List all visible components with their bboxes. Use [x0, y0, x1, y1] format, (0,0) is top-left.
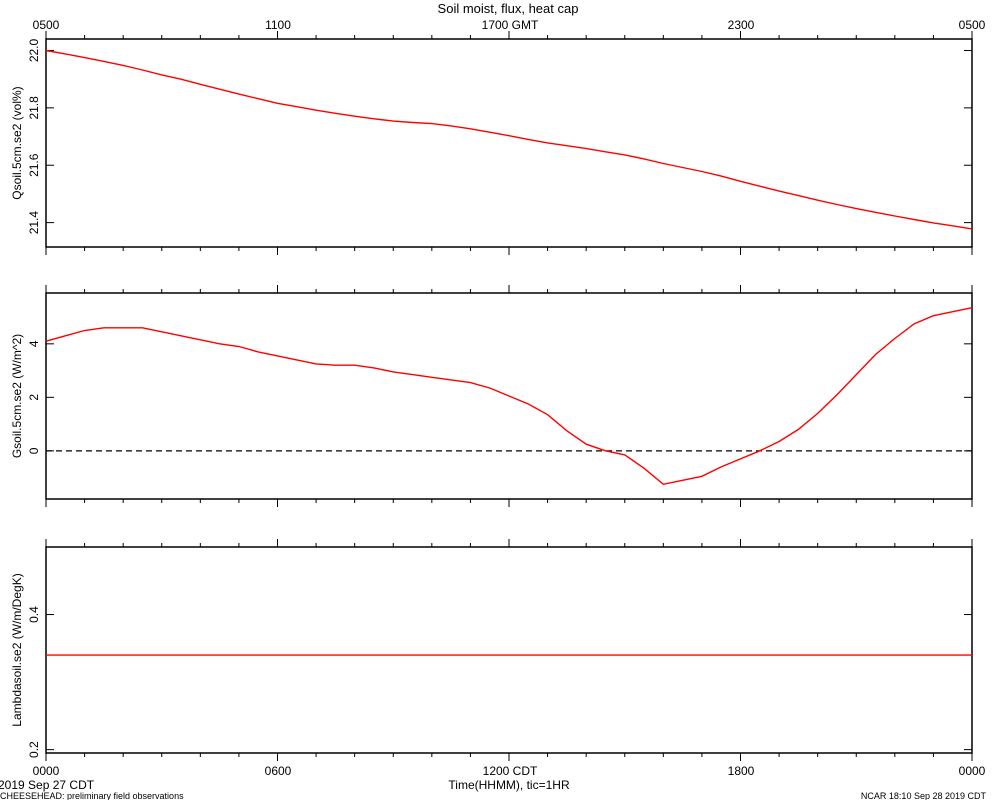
y-tick-label: 0.2 [27, 741, 41, 758]
series-line [45, 307, 973, 486]
panel-1: 21.4 21.6 21.8 22.0 Qsoil.5cm.se2 (vol%) [10, 31, 973, 255]
y-tick-label: 21.6 [27, 153, 41, 177]
y-tick-label: 21.4 [27, 211, 41, 235]
bottom-tick-label: 0000 [33, 764, 60, 778]
top-tick-label: 2300 [728, 18, 755, 32]
credit-label: NCAR 18:10 Sep 28 2019 CDT [861, 791, 987, 800]
panel-frame [45, 546, 973, 754]
y-tick-label: 21.8 [27, 96, 41, 120]
y-axis-label: Lambdasoil.se2 (W/m/DegK) [10, 573, 24, 726]
top-tick-label: 0500 [959, 18, 986, 32]
y-tick-label: 2 [27, 394, 41, 401]
bottom-tick-label: 1200 CDT [483, 764, 538, 778]
y-tick-label: 22.0 [27, 38, 41, 62]
top-tick-label: 1700 GMT [482, 18, 539, 32]
series-line [45, 49, 973, 230]
bottom-tick-label: 1800 [728, 764, 755, 778]
y-tick-label: 4 [27, 340, 41, 347]
bottom-tick-label: 0600 [265, 764, 292, 778]
panel-frame [45, 38, 973, 248]
project-label: CHEESEHEAD: preliminary field observatio… [0, 791, 184, 800]
top-tick-label: 1100 [265, 18, 291, 32]
x-axis-label: Time(HHMM), tic=1HR [448, 778, 570, 792]
start-date-label: 2019 Sep 27 CDT [0, 778, 95, 792]
chart-title: Soil moist, flux, heat cap [438, 1, 579, 16]
bottom-tick-label: 0000 [959, 764, 986, 778]
top-time-axis-labels: 0500 1100 1700 GMT 2300 0500 [33, 18, 986, 32]
y-axis-label: Gsoil.5cm.se2 (W/m^2) [10, 334, 24, 458]
bottom-time-axis-labels: 0000 0600 1200 CDT 1800 0000 [33, 764, 986, 778]
top-tick-label: 0500 [33, 18, 60, 32]
y-axis-label: Qsoil.5cm.se2 (vol%) [10, 86, 24, 199]
y-tick-label: 0.4 [27, 606, 41, 623]
y-tick-label: 0 [27, 447, 41, 454]
panels: 21.4 21.6 21.8 22.0 Qsoil.5cm.se2 (vol%) 0 2 4G… [10, 31, 973, 761]
